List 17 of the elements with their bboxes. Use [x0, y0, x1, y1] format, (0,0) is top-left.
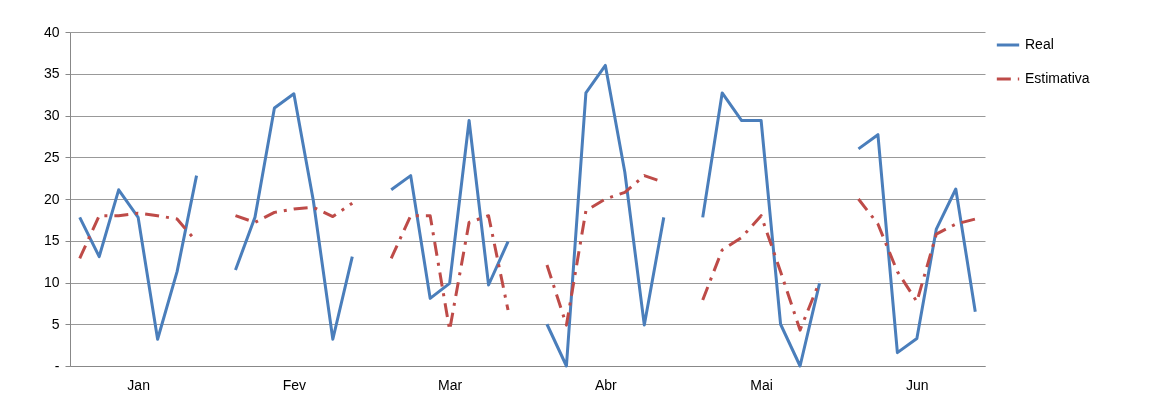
x-tick-label: Mar: [438, 376, 463, 393]
x-tick-label: Jan: [127, 376, 150, 393]
y-tick-label: 35: [43, 65, 60, 82]
y-tick-label: 5: [51, 315, 60, 332]
y-tick-label: 15: [43, 232, 60, 249]
y-tick-label: 10: [43, 274, 60, 290]
legend-label: Real: [1025, 36, 1054, 52]
legend-label: Estimativa: [1025, 70, 1090, 86]
y-tick-label: 25: [43, 148, 60, 165]
y-tick-label: -: [54, 357, 60, 374]
y-tick-label: 30: [43, 107, 60, 123]
x-tick-label: Mai: [750, 376, 773, 393]
x-tick-label: Fev: [282, 376, 307, 393]
x-tick-label: Abr: [594, 376, 618, 393]
x-tick-label: Jun: [906, 376, 929, 393]
y-tick-label: 20: [43, 190, 60, 207]
y-tick-label: 40: [43, 23, 60, 40]
